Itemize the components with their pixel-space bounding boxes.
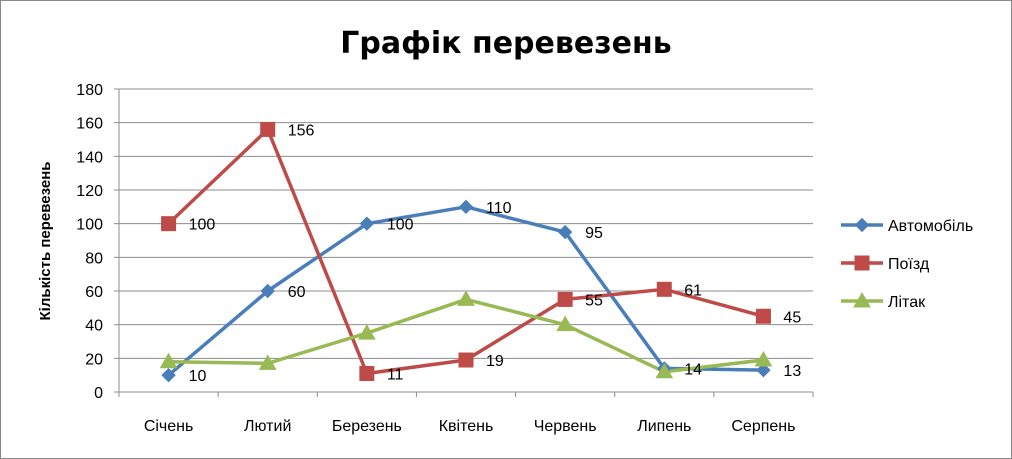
legend-entry: Літак — [888, 294, 926, 311]
y-tick-label: 20 — [85, 351, 103, 368]
legend-entry: Автомобіль — [888, 218, 973, 235]
data-point — [159, 352, 178, 369]
x-tick-label: Березень — [332, 418, 402, 435]
series-markers — [159, 121, 773, 383]
data-point — [655, 362, 674, 379]
data-label: 100 — [387, 217, 414, 234]
series-lines — [167, 127, 764, 377]
data-label: 95 — [585, 225, 603, 242]
x-tick-label: Червень — [534, 418, 597, 435]
legend-marker — [854, 255, 870, 271]
data-point — [457, 290, 475, 306]
x-tick-label: Липень — [637, 418, 691, 435]
x-tick-label: Серпень — [731, 418, 795, 435]
y-tick-label: 80 — [85, 250, 103, 267]
data-point — [161, 216, 177, 232]
legend-entry: Поїзд — [888, 256, 930, 273]
data-label: 19 — [486, 353, 504, 370]
chart-title: Графік перевезень — [340, 26, 671, 61]
data-point — [755, 308, 771, 324]
data-point — [260, 121, 276, 137]
data-point — [258, 354, 277, 370]
data-label: 61 — [684, 282, 702, 299]
data-label: 14 — [684, 361, 702, 378]
data-point — [260, 283, 275, 299]
y-tick-labels: 0 20 40 60 80 100 120 140 160 180 — [76, 82, 103, 402]
y-tick-label: 40 — [85, 318, 103, 335]
data-labels: 10 60 100 110 95 14 13 100 156 11 19 55 61 45 — [189, 122, 802, 385]
data-point — [754, 351, 773, 367]
legend-marker — [854, 217, 870, 233]
data-label: 156 — [288, 122, 315, 139]
data-label: 55 — [585, 292, 603, 309]
y-tick-label: 120 — [76, 183, 103, 200]
data-point — [357, 324, 376, 340]
data-point — [756, 362, 771, 378]
x-tick-labels: Січень Лютий Березень Квітень Червень Липень С… — [144, 418, 796, 435]
data-point — [556, 315, 575, 332]
data-label: 100 — [189, 217, 216, 234]
data-label: 60 — [288, 284, 306, 301]
data-label: 45 — [783, 309, 801, 326]
x-tick-label: Квітень — [439, 418, 494, 435]
y-tick-label: 100 — [76, 217, 103, 234]
y-tick-label: 0 — [94, 385, 103, 402]
data-point — [656, 281, 672, 297]
y-axis-label: Кількість перевезень — [37, 162, 54, 321]
y-tick-label: 60 — [85, 284, 103, 301]
x-tick-label: Лютий — [244, 418, 291, 435]
data-label: 10 — [189, 368, 207, 385]
data-point — [458, 352, 474, 368]
data-label: 110 — [486, 200, 512, 217]
data-point — [161, 367, 176, 383]
series-line-1 — [167, 127, 764, 376]
legend: Автомобіль Поїзд Літак — [841, 217, 973, 311]
data-point — [557, 224, 573, 240]
data-label: 11 — [387, 366, 404, 383]
data-label: 13 — [783, 363, 801, 380]
data-point — [359, 365, 375, 381]
data-point — [458, 199, 474, 215]
gridlines — [119, 88, 813, 393]
axes — [114, 88, 814, 397]
data-point — [557, 291, 573, 307]
legend-marker — [853, 291, 871, 308]
y-tick-label: 160 — [76, 116, 103, 133]
x-tick-label: Січень — [144, 418, 194, 435]
y-tick-label: 180 — [76, 82, 103, 99]
data-point — [359, 216, 375, 231]
y-tick-label: 140 — [76, 149, 103, 166]
